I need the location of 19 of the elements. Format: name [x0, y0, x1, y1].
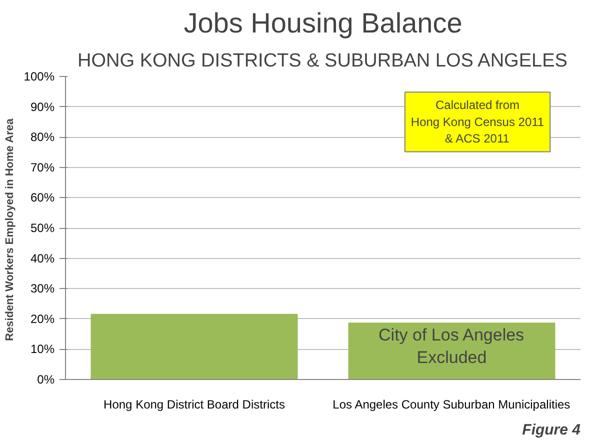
y-tick-label: 30% [30, 282, 55, 296]
y-tick-label: 80% [30, 130, 55, 144]
annotation: City of Los Angeles Excluded [378, 325, 524, 368]
y-tick-label: 60% [30, 190, 55, 205]
chart-title: Jobs Housing Balance [184, 8, 462, 38]
y-tick-label: 20% [30, 312, 55, 326]
annotation: Calculated from Hong Kong Census 2011 & ACS 2011 [410, 98, 544, 146]
y-tick-label: 50% [30, 221, 55, 235]
y-tick-label: 70% [30, 160, 55, 174]
caption: Figure 4 [522, 422, 582, 438]
y-tick-label: 10% [30, 342, 55, 356]
x-tick-label: Los Angeles County Suburban Municipalities [332, 398, 570, 412]
chart-subtitle: HONG KONG DISTRICTS & SUBURBAN LOS ANGELES [78, 50, 568, 72]
y-tick-label: 0% [37, 372, 55, 386]
x-tick-label: Hong Kong District Board Districts [104, 398, 285, 412]
y-axis-title: Resident Workers Employed in Home Area [4, 118, 16, 341]
y-tick-label: 40% [30, 251, 55, 266]
y-tick-label: 100% [24, 70, 55, 84]
y-tick-label: 90% [30, 100, 55, 114]
